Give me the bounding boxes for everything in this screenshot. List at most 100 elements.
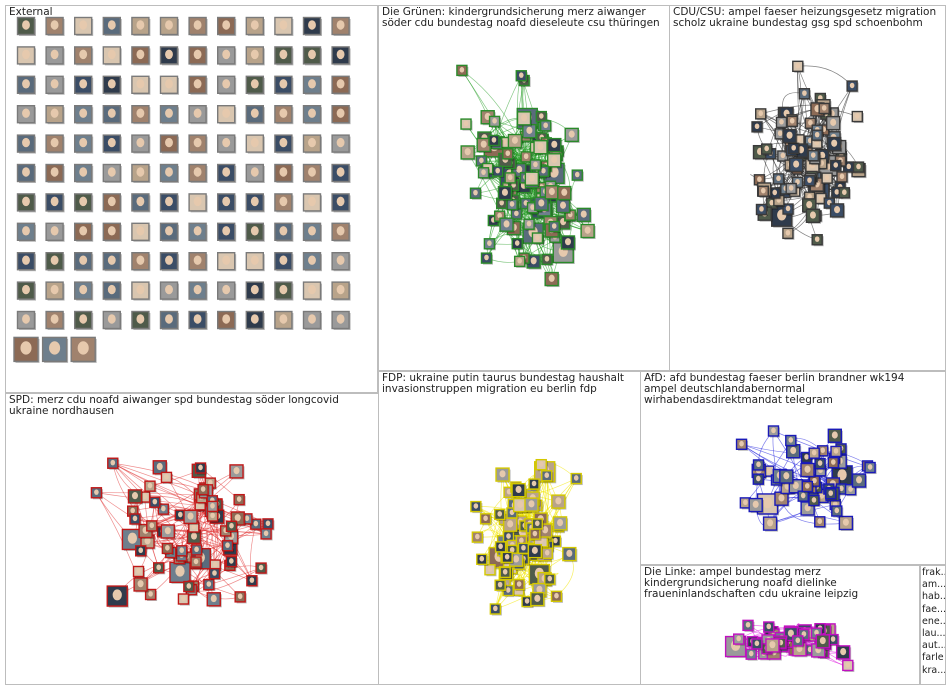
- node-linke[interactable]: [745, 648, 758, 661]
- node-afd[interactable]: [800, 462, 816, 479]
- node-fdp[interactable]: [530, 591, 546, 608]
- node-external[interactable]: [70, 336, 97, 363]
- node-external[interactable]: [302, 193, 323, 213]
- node-fdp[interactable]: [535, 458, 548, 472]
- node-gruene[interactable]: [533, 139, 549, 156]
- node-fdp[interactable]: [506, 544, 519, 557]
- node-fdp[interactable]: [570, 472, 583, 486]
- node-external[interactable]: [245, 16, 265, 37]
- node-external[interactable]: [159, 16, 180, 37]
- node-cducsu[interactable]: [836, 171, 849, 184]
- node-fdp[interactable]: [502, 517, 519, 533]
- node-afd[interactable]: [752, 459, 766, 472]
- node-external[interactable]: [331, 104, 351, 125]
- node-external[interactable]: [245, 134, 265, 154]
- node-external[interactable]: [216, 134, 237, 154]
- node-external[interactable]: [16, 251, 37, 272]
- node-spd[interactable]: [132, 565, 146, 578]
- node-external[interactable]: [188, 75, 208, 95]
- node-external[interactable]: [331, 16, 351, 37]
- node-gruene[interactable]: [564, 127, 580, 143]
- node-gruene[interactable]: [502, 148, 515, 161]
- node-cducsu[interactable]: [785, 182, 798, 196]
- node-external[interactable]: [302, 104, 323, 125]
- node-spd[interactable]: [161, 542, 174, 555]
- node-afd[interactable]: [831, 505, 844, 518]
- node-fdp[interactable]: [552, 516, 569, 532]
- node-external[interactable]: [216, 75, 237, 95]
- node-external[interactable]: [159, 104, 180, 125]
- node-gruene[interactable]: [580, 223, 596, 240]
- node-fdp[interactable]: [513, 578, 526, 592]
- node-cducsu[interactable]: [786, 115, 799, 128]
- node-external[interactable]: [131, 222, 151, 242]
- node-cducsu[interactable]: [782, 227, 795, 240]
- node-spd[interactable]: [260, 528, 273, 541]
- node-external[interactable]: [245, 163, 265, 184]
- node-external[interactable]: [302, 46, 323, 66]
- node-external[interactable]: [41, 336, 69, 363]
- node-cducsu[interactable]: [751, 121, 764, 134]
- node-external[interactable]: [73, 222, 94, 242]
- node-spd[interactable]: [149, 496, 162, 509]
- node-gruene[interactable]: [511, 237, 524, 251]
- node-external[interactable]: [216, 251, 237, 272]
- node-external[interactable]: [102, 281, 122, 301]
- node-external[interactable]: [159, 310, 180, 331]
- node-cducsu[interactable]: [792, 60, 805, 73]
- node-external[interactable]: [274, 281, 294, 301]
- node-external[interactable]: [102, 251, 122, 272]
- node-linke[interactable]: [751, 638, 764, 651]
- node-external[interactable]: [16, 46, 37, 66]
- node-external[interactable]: [302, 163, 323, 184]
- node-fdp[interactable]: [544, 573, 557, 586]
- node-gruene[interactable]: [488, 115, 502, 128]
- node-cducsu[interactable]: [798, 88, 811, 101]
- node-fdp[interactable]: [494, 508, 507, 521]
- node-spd[interactable]: [197, 483, 210, 497]
- node-gruene[interactable]: [513, 255, 527, 268]
- node-fdp[interactable]: [479, 513, 493, 526]
- node-external[interactable]: [302, 222, 323, 242]
- node-external[interactable]: [274, 251, 294, 272]
- node-external[interactable]: [73, 193, 94, 213]
- node-spd[interactable]: [157, 503, 170, 516]
- node-afd[interactable]: [814, 457, 827, 471]
- node-spd[interactable]: [255, 562, 268, 575]
- node-external[interactable]: [131, 75, 151, 95]
- node-external[interactable]: [159, 134, 180, 154]
- node-gruene[interactable]: [576, 207, 592, 223]
- node-afd[interactable]: [827, 428, 843, 444]
- node-gruene[interactable]: [548, 220, 561, 234]
- node-spd[interactable]: [229, 464, 245, 480]
- node-spd[interactable]: [152, 460, 168, 476]
- node-linke[interactable]: [765, 638, 781, 654]
- node-spd[interactable]: [186, 529, 202, 545]
- node-external[interactable]: [245, 251, 265, 272]
- node-spd[interactable]: [152, 562, 166, 575]
- node-gruene[interactable]: [534, 196, 550, 212]
- node-spd[interactable]: [221, 540, 235, 553]
- node-external[interactable]: [302, 16, 323, 37]
- node-external[interactable]: [331, 193, 351, 213]
- node-gruene[interactable]: [506, 198, 519, 212]
- node-cducsu[interactable]: [843, 161, 856, 174]
- node-cducsu[interactable]: [782, 128, 798, 144]
- node-external[interactable]: [73, 75, 94, 95]
- node-afd[interactable]: [801, 480, 814, 493]
- node-external[interactable]: [45, 251, 65, 272]
- node-external[interactable]: [45, 281, 65, 301]
- node-external[interactable]: [16, 104, 37, 125]
- node-cducsu[interactable]: [755, 108, 768, 121]
- node-gruene[interactable]: [537, 165, 550, 178]
- node-gruene[interactable]: [456, 64, 469, 77]
- node-external[interactable]: [102, 310, 122, 331]
- node-external[interactable]: [159, 251, 180, 272]
- node-afd[interactable]: [808, 494, 821, 508]
- node-afd[interactable]: [785, 434, 798, 448]
- node-gruene[interactable]: [522, 123, 538, 140]
- node-gruene[interactable]: [492, 165, 505, 178]
- node-external[interactable]: [45, 46, 65, 66]
- node-linke[interactable]: [733, 633, 746, 646]
- node-external[interactable]: [102, 193, 122, 213]
